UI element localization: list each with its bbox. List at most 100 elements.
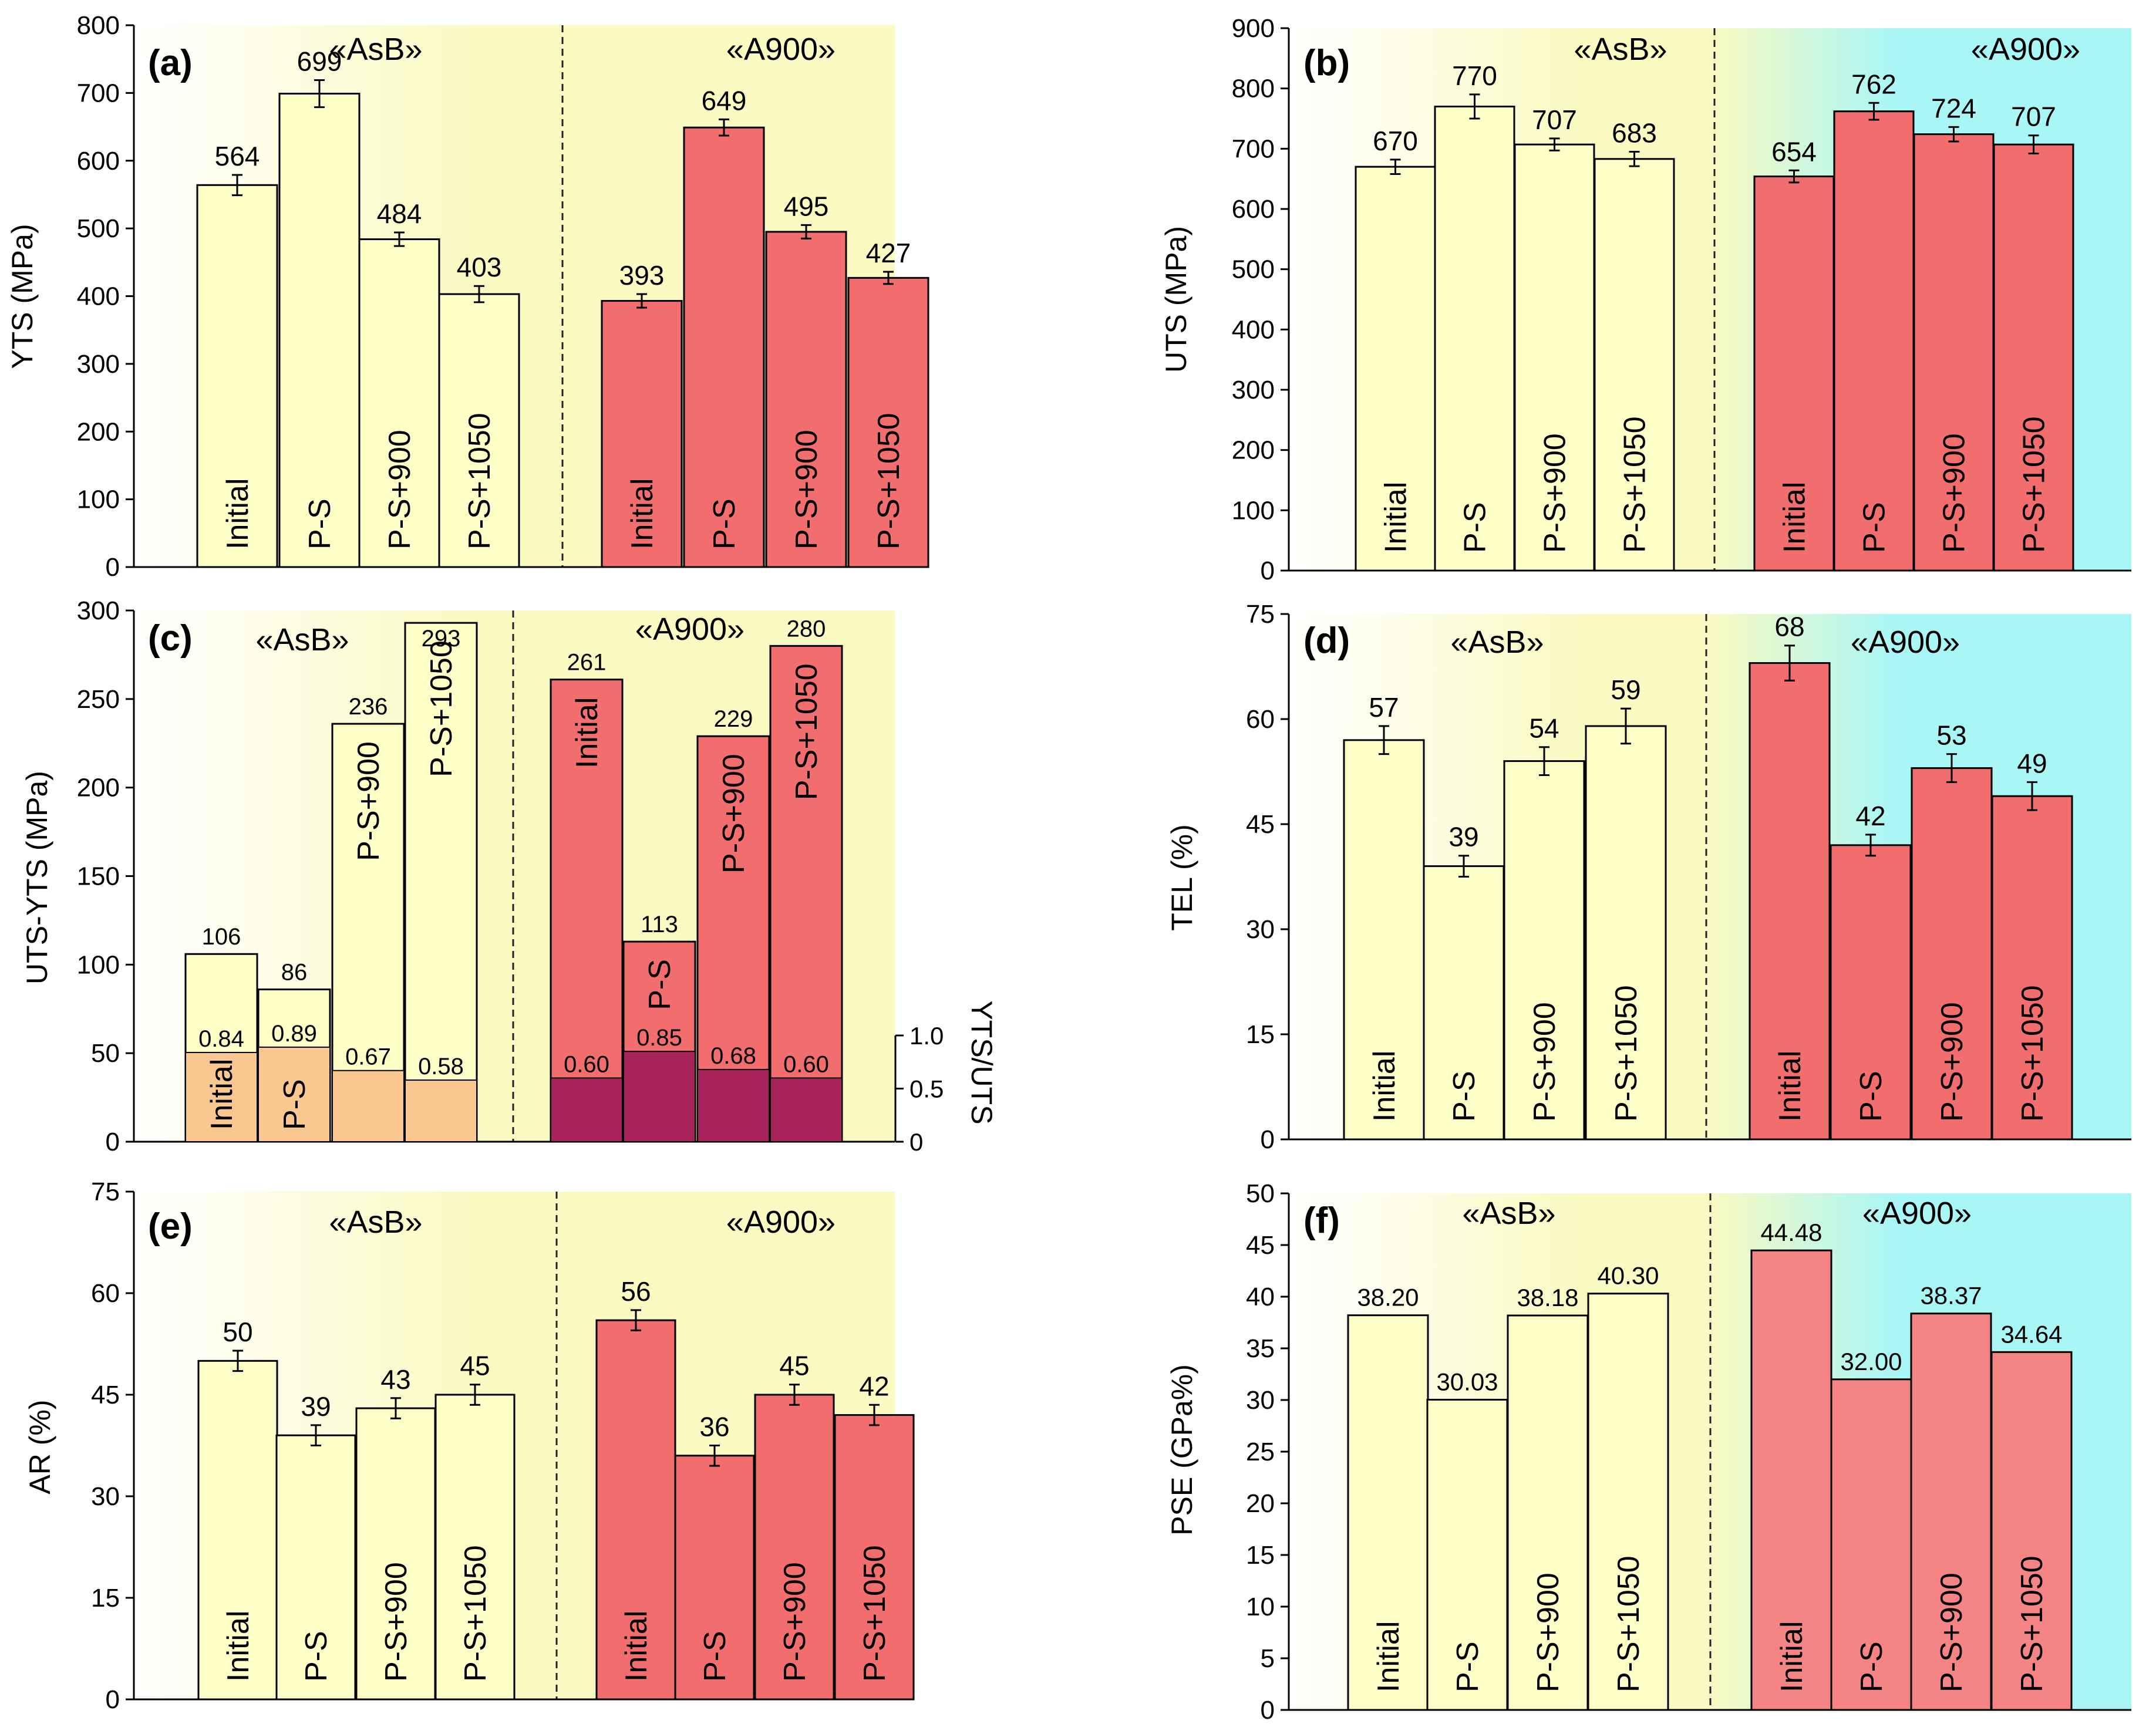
bar xyxy=(1426,1398,1508,1711)
category-label: Initial xyxy=(1775,1621,1809,1692)
bar xyxy=(754,1394,835,1701)
value-label: 42 xyxy=(859,1371,889,1401)
value-label: 106 xyxy=(202,924,241,950)
bar xyxy=(1503,760,1585,1141)
y2-tick-label: 1.0 xyxy=(909,1022,944,1050)
y-tick-label: 400 xyxy=(77,282,120,311)
category-label: P-S xyxy=(1855,1641,1889,1692)
category-label: P-S xyxy=(1451,1641,1485,1692)
value-label: 393 xyxy=(619,260,665,291)
bar xyxy=(765,231,847,568)
y-tick-label: 500 xyxy=(1232,255,1275,284)
bar xyxy=(197,1359,278,1701)
category-label: P-S+1050 xyxy=(790,663,824,800)
group-title-asb: «AsB» xyxy=(329,1205,422,1240)
bar xyxy=(834,1414,915,1701)
y2-axis-label: YTS/UTS xyxy=(965,1000,998,1124)
bar xyxy=(196,184,278,568)
y-tick-label: 50 xyxy=(1246,1179,1275,1208)
y-tick-label: 50 xyxy=(91,1039,120,1068)
value-label: 32.00 xyxy=(1840,1348,1902,1375)
ratio-bar xyxy=(550,1077,623,1143)
y-tick-label: 40 xyxy=(1246,1283,1275,1311)
y-tick-label: 600 xyxy=(77,147,120,176)
value-label: 707 xyxy=(2011,102,2056,132)
y-tick-label: 400 xyxy=(1232,315,1275,344)
value-label: 50 xyxy=(223,1317,252,1347)
panel-d: 0 15 30 45 60 75 TEL (%) (d) «AsB» «A900» 57 Initia… xyxy=(1165,600,2131,1154)
bar xyxy=(404,622,478,1143)
value-label: 113 xyxy=(641,912,678,937)
category-label: P-S xyxy=(303,498,337,549)
category-label: P-S xyxy=(1447,1071,1481,1122)
value-label: 45 xyxy=(779,1351,809,1381)
bar xyxy=(438,293,520,568)
y-tick-label: 30 xyxy=(1246,1386,1275,1415)
y-tick-label: 60 xyxy=(91,1279,120,1308)
y-tick-label: 200 xyxy=(1232,436,1275,465)
category-label: P-S+1050 xyxy=(872,413,906,549)
panel-letter: (d) xyxy=(1303,620,1350,661)
bar xyxy=(1514,143,1595,572)
y-tick-label: 30 xyxy=(91,1482,120,1511)
ratio-bar xyxy=(770,1077,843,1143)
bar xyxy=(847,276,929,568)
value-label: 54 xyxy=(1529,713,1559,744)
category-label: Initial xyxy=(1379,482,1413,553)
ratio-bar xyxy=(405,1079,477,1143)
bar xyxy=(683,126,765,568)
group-title-a900: «A900» xyxy=(726,32,836,67)
value-label: 293 xyxy=(422,626,461,652)
y-tick-label: 0 xyxy=(1261,1125,1275,1154)
panel-b: 0 100 200 300 400 500 600 700 800 900 UTS (MPa) (b)… xyxy=(1160,14,2131,585)
category-label: P-S+900 xyxy=(1528,1002,1562,1122)
bar xyxy=(275,1434,356,1701)
value-label: 49 xyxy=(2017,748,2047,778)
group-title-a900: «A900» xyxy=(726,1205,836,1240)
bar xyxy=(595,1319,676,1701)
category-label: Initial xyxy=(1773,1051,1807,1122)
y-tick-label: 200 xyxy=(77,774,120,802)
ratio-bar xyxy=(697,1068,770,1143)
category-label: P-S+1050 xyxy=(1618,416,1652,553)
category-label: P-S+1050 xyxy=(425,640,459,777)
y-tick-label: 100 xyxy=(77,485,120,514)
ratio-bar xyxy=(258,1046,331,1143)
value-label: 564 xyxy=(215,141,260,171)
panel-letter: (f) xyxy=(1303,1200,1340,1241)
y-tick-label: 15 xyxy=(1246,1020,1275,1049)
y-tick-label: 20 xyxy=(1246,1489,1275,1518)
y2-tick-label: 0 xyxy=(909,1128,923,1156)
value-label: 38.37 xyxy=(1920,1282,1982,1310)
y-axis-label: TEL (%) xyxy=(1165,824,1198,931)
y-tick-label: 0 xyxy=(1261,556,1275,585)
category-label: P-S+1050 xyxy=(459,1545,493,1682)
category-label: Initial xyxy=(570,697,604,768)
category-label: P-S+1050 xyxy=(1612,1556,1646,1692)
value-label: 43 xyxy=(380,1364,410,1395)
ratio-bar xyxy=(332,1070,405,1142)
bar xyxy=(1911,767,1993,1141)
category-label: Initial xyxy=(221,1611,255,1682)
ratio-label: 0.60 xyxy=(783,1051,829,1077)
y-axis-label: PSE (GPa%) xyxy=(1165,1364,1198,1536)
category-label: P-S+900 xyxy=(383,430,417,549)
bar xyxy=(1990,1351,2073,1711)
value-label: 42 xyxy=(1855,801,1885,831)
y-axis-label: YTS (MPa) xyxy=(6,224,39,369)
value-label: 229 xyxy=(714,706,753,732)
ratio-label: 0.84 xyxy=(198,1026,244,1052)
y-tick-label: 30 xyxy=(1246,915,1275,944)
category-label: P-S xyxy=(278,1079,312,1130)
group-title-asb: «AsB» xyxy=(329,32,422,67)
value-label: 57 xyxy=(1369,692,1399,723)
value-label: 44.48 xyxy=(1760,1219,1822,1246)
panel-letter: (c) xyxy=(148,618,193,659)
value-label: 236 xyxy=(349,694,388,720)
y-tick-label: 900 xyxy=(1232,14,1275,43)
category-label: P-S+900 xyxy=(1935,1573,1969,1692)
y-axis-label: AR (%) xyxy=(23,1399,56,1494)
value-label: 39 xyxy=(301,1391,331,1422)
ratio-label: 0.67 xyxy=(345,1044,391,1070)
bar xyxy=(1347,1314,1429,1711)
